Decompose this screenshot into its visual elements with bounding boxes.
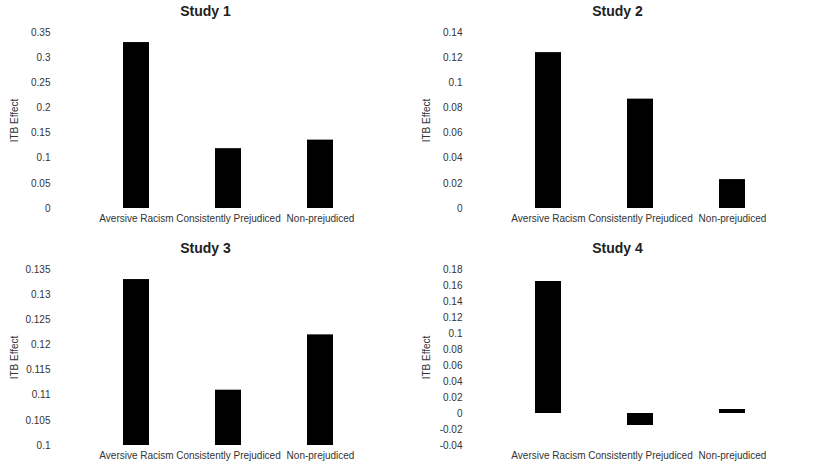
svg-text:0.14: 0.14 bbox=[443, 27, 463, 38]
svg-text:0.08: 0.08 bbox=[443, 102, 463, 113]
svg-text:0.13: 0.13 bbox=[31, 289, 51, 300]
svg-text:0.135: 0.135 bbox=[25, 264, 50, 275]
svg-text:0.25: 0.25 bbox=[31, 77, 51, 88]
svg-text:Consistently Prejudiced: Consistently Prejudiced bbox=[176, 213, 281, 224]
svg-text:0.3: 0.3 bbox=[37, 52, 51, 63]
svg-text:Aversive Racism: Aversive Racism bbox=[99, 450, 173, 461]
svg-text:0.06: 0.06 bbox=[443, 127, 463, 138]
svg-text:ITB Effect: ITB Effect bbox=[421, 98, 432, 142]
svg-text:Non-prejudiced: Non-prejudiced bbox=[287, 450, 355, 461]
svg-text:0: 0 bbox=[457, 203, 463, 214]
svg-text:0.1: 0.1 bbox=[37, 152, 51, 163]
svg-text:Consistently Prejudiced: Consistently Prejudiced bbox=[588, 213, 693, 224]
svg-text:0: 0 bbox=[45, 203, 51, 214]
svg-text:Non-prejudiced: Non-prejudiced bbox=[699, 450, 767, 461]
html-text:Study 2: Study 2 bbox=[592, 3, 643, 19]
svg-text:0.12: 0.12 bbox=[443, 312, 463, 323]
svg-text:0.04: 0.04 bbox=[443, 376, 463, 387]
svg-text:Consistently Prejudiced: Consistently Prejudiced bbox=[588, 450, 693, 461]
html-text:Study 3: Study 3 bbox=[180, 240, 231, 256]
svg-text:ITB Effect: ITB Effect bbox=[9, 335, 20, 379]
svg-text:Non-prejudiced: Non-prejudiced bbox=[287, 213, 355, 224]
svg-text:0.105: 0.105 bbox=[25, 415, 50, 426]
svg-text:0: 0 bbox=[457, 408, 463, 419]
svg-text:0.02: 0.02 bbox=[443, 178, 463, 189]
svg-text:ITB Effect: ITB Effect bbox=[421, 335, 432, 379]
svg-text:ITB Effect: ITB Effect bbox=[9, 98, 20, 142]
svg-text:0.11: 0.11 bbox=[32, 389, 51, 400]
svg-text:Aversive Racism: Aversive Racism bbox=[511, 213, 585, 224]
svg-text:0.1: 0.1 bbox=[449, 77, 463, 88]
html-text:Study 1: Study 1 bbox=[180, 3, 231, 19]
svg-text:0.115: 0.115 bbox=[26, 364, 51, 375]
svg-text:Aversive Racism: Aversive Racism bbox=[511, 450, 585, 461]
svg-text:0.08: 0.08 bbox=[443, 344, 463, 355]
svg-text:0.06: 0.06 bbox=[443, 360, 463, 371]
svg-text:Aversive Racism: Aversive Racism bbox=[99, 213, 173, 224]
svg-text:-0.02: -0.02 bbox=[440, 424, 463, 435]
svg-text:0.12: 0.12 bbox=[443, 52, 463, 63]
svg-text:0.18: 0.18 bbox=[443, 264, 463, 275]
svg-text:0.14: 0.14 bbox=[443, 296, 463, 307]
svg-text:0.04: 0.04 bbox=[443, 152, 463, 163]
svg-text:-0.04: -0.04 bbox=[440, 440, 463, 451]
svg-text:0.16: 0.16 bbox=[443, 280, 463, 291]
svg-text:0.05: 0.05 bbox=[31, 178, 51, 189]
svg-text:Non-prejudiced: Non-prejudiced bbox=[699, 213, 767, 224]
svg-text:0.125: 0.125 bbox=[25, 314, 50, 325]
svg-text:0.2: 0.2 bbox=[37, 102, 51, 113]
svg-text:0.02: 0.02 bbox=[443, 392, 463, 403]
html-text:Study 4: Study 4 bbox=[592, 240, 643, 256]
svg-text:Consistently Prejudiced: Consistently Prejudiced bbox=[176, 450, 281, 461]
svg-text:0.35: 0.35 bbox=[31, 27, 51, 38]
svg-text:0.1: 0.1 bbox=[37, 440, 51, 451]
svg-text:0.12: 0.12 bbox=[31, 339, 51, 350]
svg-text:0.15: 0.15 bbox=[31, 127, 51, 138]
svg-text:0.1: 0.1 bbox=[449, 328, 463, 339]
